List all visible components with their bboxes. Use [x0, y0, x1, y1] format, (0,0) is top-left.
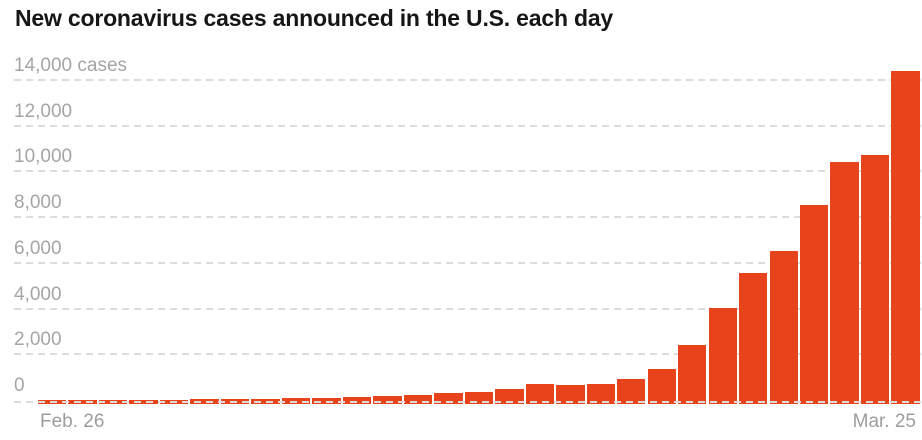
bar — [586, 384, 615, 404]
bar — [495, 389, 524, 404]
y-axis-tick-label: 4,000 — [14, 283, 62, 305]
y-axis-tick-label: 0 — [14, 375, 25, 396]
bar — [617, 378, 646, 404]
gridline-10000 — [14, 170, 922, 173]
x-axis-label-end: Mar. 25 — [852, 411, 916, 432]
gridline-2000 — [14, 353, 922, 356]
bar — [647, 368, 676, 404]
bar — [556, 385, 585, 404]
bar — [708, 307, 737, 404]
gridline-4000 — [14, 307, 922, 310]
bar — [739, 272, 768, 404]
gridline-8000 — [14, 216, 922, 219]
bar — [678, 344, 707, 404]
y-axis-tick-label: 8,000 — [14, 192, 62, 214]
bar — [342, 396, 372, 404]
y-axis-tick-label: 14,000 cases — [14, 55, 128, 76]
bar — [769, 250, 798, 404]
gridline-6000 — [14, 261, 922, 264]
bar — [830, 162, 859, 404]
bar — [403, 394, 433, 404]
x-axis-label-start: Feb. 26 — [40, 411, 105, 432]
bar — [860, 155, 890, 404]
y-axis-tick-label: 6,000 — [14, 237, 62, 259]
bar — [800, 204, 829, 404]
y-axis-tick-label: 12,000 — [14, 100, 73, 122]
chart-title: New coronavirus cases announced in the U… — [15, 5, 614, 31]
zero-axis-gridline — [14, 401, 922, 403]
bar — [525, 384, 555, 404]
gridline-12000 — [14, 124, 922, 127]
bar — [373, 396, 402, 404]
y-axis-tick-label: 2,000 — [14, 329, 62, 351]
bar — [312, 397, 341, 404]
y-axis-tick-label: 10,000 — [14, 146, 73, 168]
gridline-14000 — [14, 79, 922, 81]
bar — [891, 70, 920, 404]
bar — [434, 392, 463, 404]
